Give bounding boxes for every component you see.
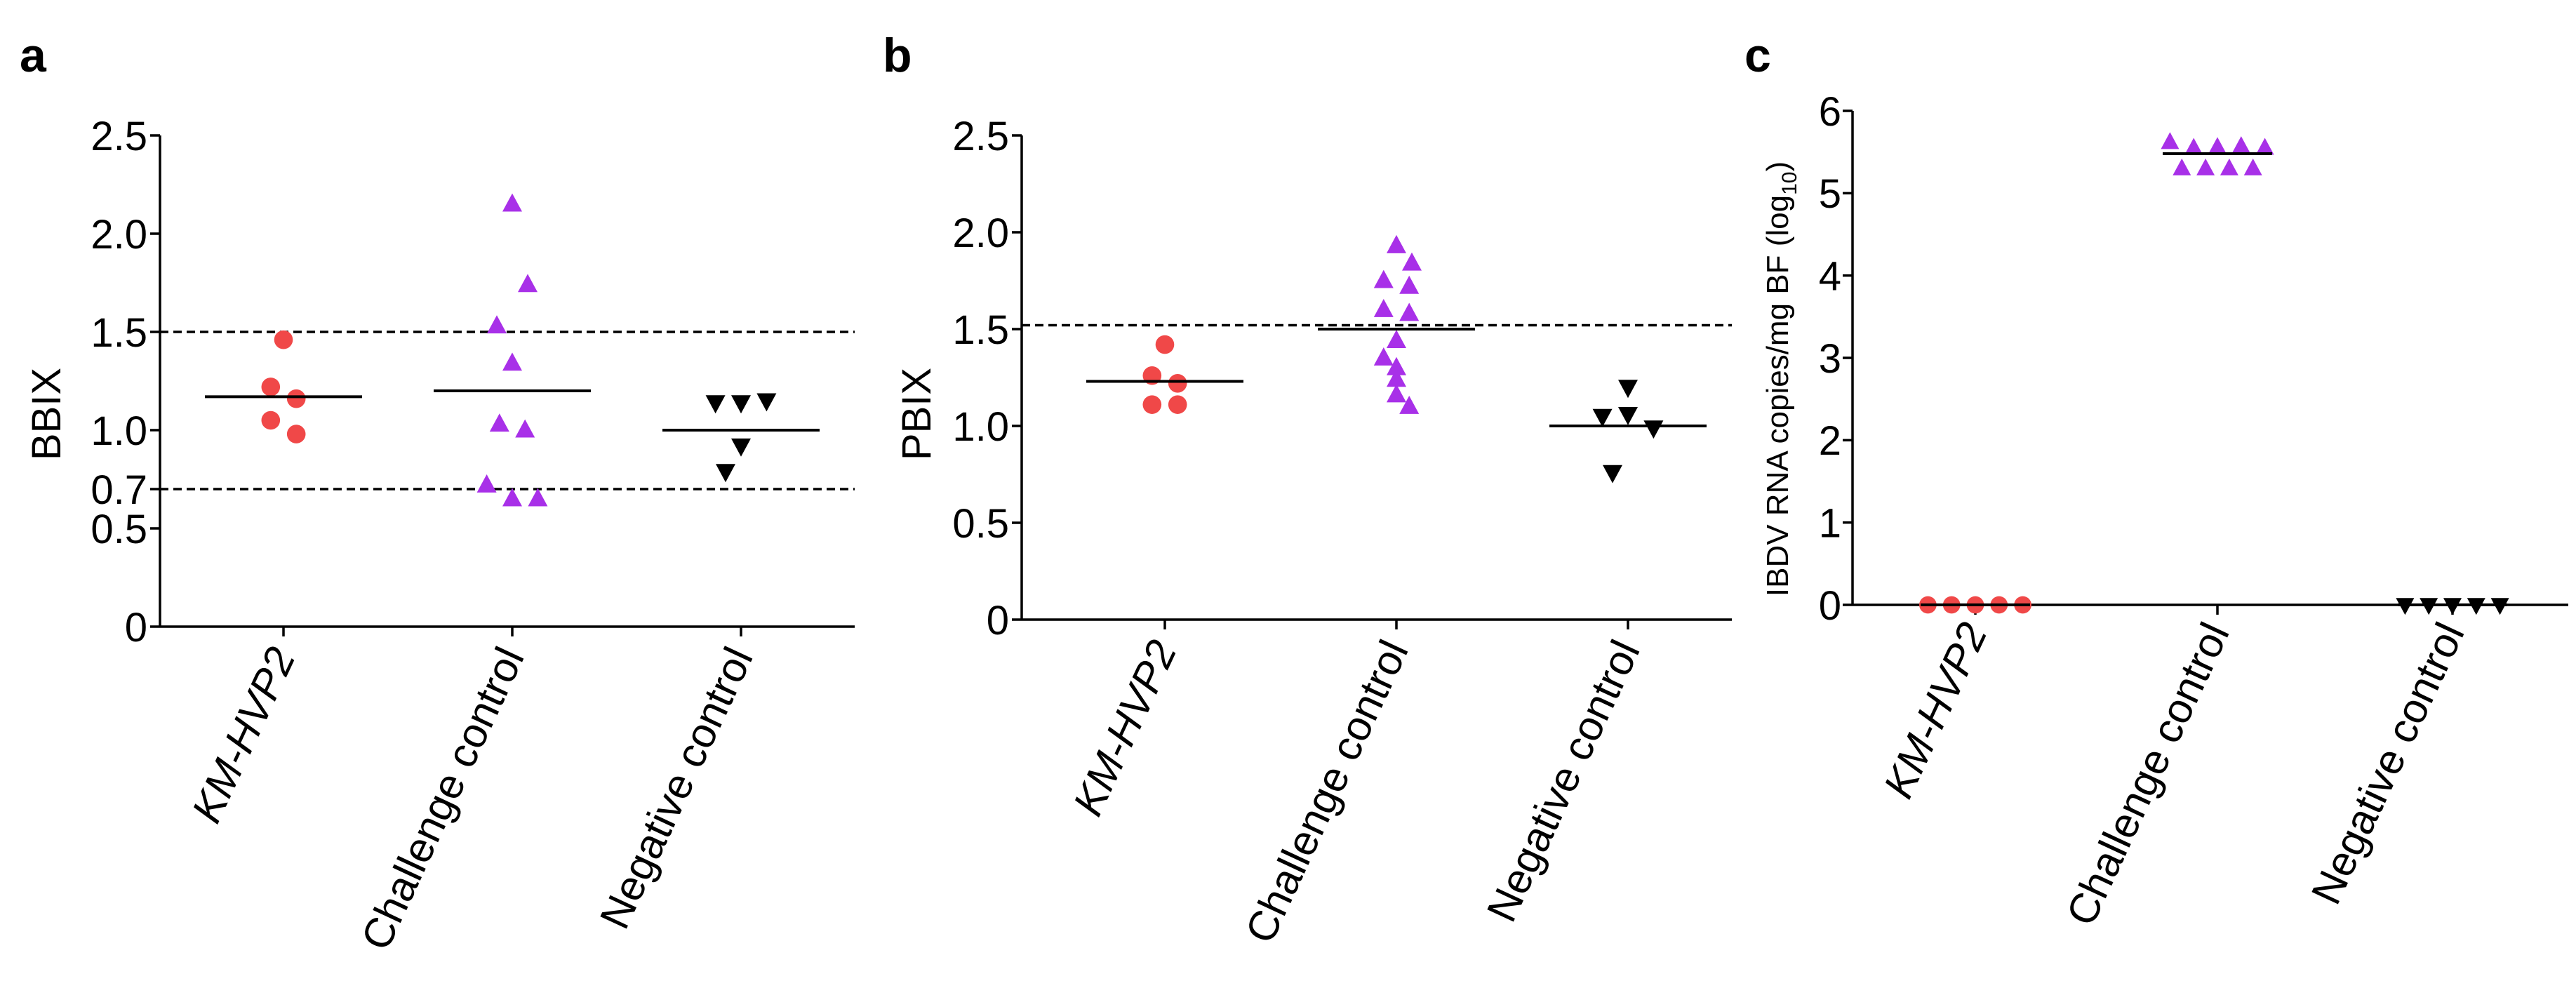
y-tick-label: 0 bbox=[987, 598, 1009, 643]
data-point bbox=[1618, 406, 1638, 425]
data-point bbox=[1402, 252, 1422, 271]
panel-b: b PBIX 0 0.5 1.0 1.5 2.0 2.5 KM-HVP2 Challenge … bbox=[883, 29, 1732, 950]
data-point bbox=[502, 488, 522, 507]
category-label: KM-HVP2 bbox=[182, 640, 304, 829]
data-point bbox=[2231, 136, 2250, 154]
y-tick-label: 1 bbox=[1819, 501, 1841, 547]
y-tick-label: 1.0 bbox=[952, 404, 1009, 450]
data-point bbox=[1387, 368, 1406, 387]
data-point bbox=[2184, 138, 2203, 155]
data-point bbox=[489, 413, 509, 432]
y-tick-label: 2.0 bbox=[91, 212, 147, 258]
data-point bbox=[2220, 158, 2238, 175]
data-point bbox=[705, 395, 726, 414]
data-point bbox=[1618, 380, 1638, 399]
data-point bbox=[1168, 373, 1187, 393]
data-point bbox=[2420, 598, 2438, 615]
data-point bbox=[1142, 395, 1162, 414]
data-point bbox=[716, 464, 735, 483]
data-point bbox=[731, 395, 751, 414]
y-tick-label: 0 bbox=[125, 605, 147, 650]
category-label: KM-HVP2 bbox=[1064, 633, 1185, 822]
y-tick-label: 2.0 bbox=[952, 211, 1009, 256]
data-point bbox=[518, 274, 538, 293]
data-point bbox=[502, 193, 522, 212]
y-axis-title-a: BBIX bbox=[24, 368, 69, 460]
category-label: Challenge control bbox=[1236, 633, 1417, 950]
y-tick-label: 2 bbox=[1819, 418, 1841, 464]
category-label: Challenge control bbox=[352, 640, 533, 957]
data-point bbox=[1373, 347, 1394, 366]
y-axis-title-c-main: IBDV RNA copies/mg BF (log bbox=[1761, 195, 1795, 596]
data-point bbox=[2255, 138, 2274, 155]
data-point bbox=[1155, 335, 1175, 354]
data-point bbox=[2396, 598, 2415, 615]
data-point bbox=[1373, 269, 1394, 288]
data-point bbox=[2161, 132, 2180, 149]
data-point bbox=[286, 389, 306, 408]
data-point bbox=[1592, 408, 1613, 427]
data-point bbox=[1399, 275, 1420, 294]
data-point bbox=[1168, 395, 1187, 414]
category-label: Challenge control bbox=[2057, 615, 2238, 933]
data-point bbox=[2467, 598, 2485, 615]
data-point bbox=[756, 393, 777, 412]
y-tick-label: 0.5 bbox=[91, 507, 147, 552]
data-point bbox=[2196, 158, 2215, 175]
y-tick-label: 3 bbox=[1819, 336, 1841, 382]
data-point bbox=[1603, 465, 1622, 483]
data-point bbox=[261, 410, 281, 430]
data-point bbox=[515, 419, 535, 438]
data-point bbox=[1387, 234, 1406, 253]
y-tick-label: 2.5 bbox=[91, 114, 147, 159]
y-tick-label: 1.5 bbox=[91, 310, 147, 356]
panel-letter-b: b bbox=[883, 29, 912, 82]
data-point bbox=[2173, 158, 2191, 175]
panel-letter-a: a bbox=[20, 29, 47, 82]
y-axis-title-c-sub: 10 bbox=[1778, 172, 1801, 195]
data-point bbox=[274, 330, 293, 349]
y-tick-label: 0.7 bbox=[91, 467, 147, 513]
data-point bbox=[502, 352, 522, 371]
data-point bbox=[2243, 158, 2262, 175]
data-point bbox=[476, 474, 497, 493]
data-point bbox=[528, 488, 548, 507]
y-tick-label: 2.5 bbox=[952, 114, 1009, 159]
data-point bbox=[1399, 302, 1420, 321]
category-label: Negative control bbox=[591, 640, 762, 935]
data-point bbox=[286, 425, 306, 443]
y-tick-label: 0.5 bbox=[952, 501, 1009, 547]
data-point bbox=[1399, 396, 1420, 414]
data-point bbox=[2208, 137, 2227, 154]
data-point bbox=[2443, 598, 2462, 615]
y-tick-label: 4 bbox=[1819, 254, 1841, 300]
y-tick-label: 1.5 bbox=[952, 307, 1009, 353]
data-point bbox=[1387, 384, 1406, 403]
category-label: Negative control bbox=[1478, 633, 1649, 928]
category-label: Negative control bbox=[2302, 615, 2474, 911]
data-point bbox=[1373, 299, 1394, 317]
y-axis-title-c: IBDV RNA copies/mg BF (log10) bbox=[1761, 161, 1801, 596]
y-axis-title-c-end: ) bbox=[1761, 161, 1795, 172]
data-point bbox=[2490, 598, 2509, 615]
y-tick-label: 5 bbox=[1819, 171, 1841, 217]
data-point bbox=[1387, 356, 1406, 375]
y-tick-label: 0 bbox=[1819, 583, 1841, 629]
y-tick-label: 6 bbox=[1819, 89, 1841, 135]
panel-a: a BBIX 0 0.50.7 1.0 1.5 2.0 2.5 KM-HVP2 Challen… bbox=[20, 29, 855, 957]
data-point bbox=[487, 315, 507, 334]
data-point bbox=[1387, 330, 1406, 349]
y-tick-label: 1.0 bbox=[91, 408, 147, 454]
data-point bbox=[731, 438, 751, 457]
y-axis-title-b: PBIX bbox=[894, 368, 940, 460]
data-point bbox=[261, 378, 281, 396]
data-point bbox=[1643, 420, 1664, 439]
panel-c: c IBDV RNA copies/mg BF (log10) 0 1 2 3 4 5 6 K… bbox=[1744, 29, 2568, 933]
category-label: KM-HVP2 bbox=[1874, 615, 1996, 805]
panel-letter-c: c bbox=[1744, 29, 1771, 82]
